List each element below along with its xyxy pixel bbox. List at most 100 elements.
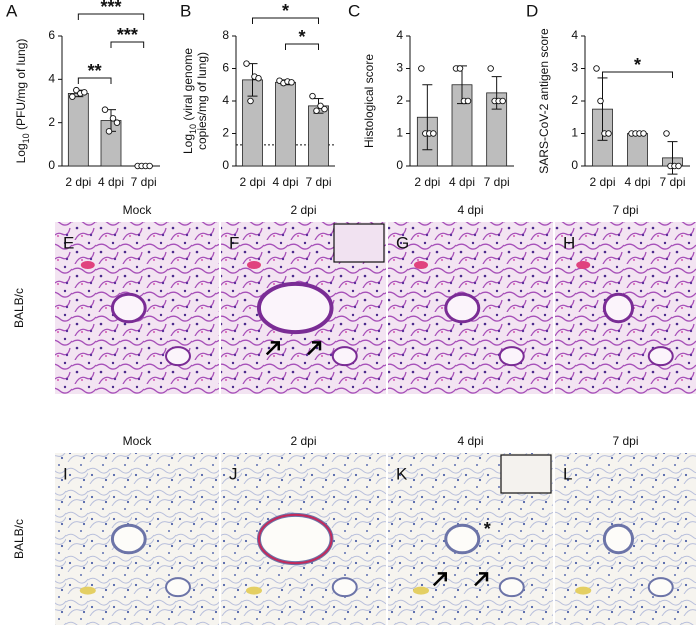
data-point [464,97,472,105]
data-point [313,107,320,114]
significance-bracket [110,41,145,48]
bar [275,81,296,167]
y-axis-label-part: SARS-CoV-2 antigen score [537,28,551,174]
pigment [246,586,262,595]
data-point [146,162,153,170]
data-point [113,119,121,126]
panel-label: A [6,1,18,20]
column-title: 2 dpi [290,434,316,448]
vessel [498,577,525,598]
x-tick-label: 2 dpi [65,175,91,189]
data-point [675,162,682,170]
column-title: 7 dpi [612,203,638,217]
y-axis-label: SARS-CoV-2 antigen score [537,28,551,174]
bar [308,105,329,167]
y-axis-label-part: (PFU/mg of lung) [14,39,28,134]
blood [80,261,95,269]
y-tick-label: 4 [48,72,55,86]
y-tick-label: 0 [571,158,578,172]
y-axis-label: Log10 (PFU/mg of lung) [14,39,31,164]
y-tick-label: 0 [396,158,403,172]
inset [500,454,552,494]
data-point [105,128,113,135]
vessel [444,523,481,555]
y-axis-label: Histological score [362,54,376,148]
data-point [456,65,464,72]
panel-label: J [229,464,238,483]
y-tick-label: 1 [571,126,578,140]
y-tick-label: 4 [571,28,578,42]
vessel [165,346,191,367]
panel-label: G [396,233,409,252]
y-tick-label: 2 [396,93,403,107]
data-point [309,92,316,100]
data-point [81,89,88,96]
y-tick-label: 4 [396,28,403,42]
y-axis-label-part: (viral genome [181,48,195,124]
data-point [605,130,612,137]
x-tick-label: 2 dpi [414,175,440,189]
panel-label: C [348,1,360,20]
x-tick-label: 2 dpi [239,175,265,189]
x-tick-label: 7 dpi [131,175,157,189]
panel-label: H [563,233,575,252]
data-point [418,65,425,72]
significance-label: * [282,1,289,21]
panel-label: E [63,233,74,252]
data-point [487,65,494,72]
y-tick-label: 2 [222,126,229,140]
antigen-stain [257,513,333,565]
data-point [321,105,328,113]
column-title: 4 dpi [457,203,483,217]
y-axis-label-part: Log [181,134,195,154]
column-title: Mock [123,203,153,217]
x-tick-label: 2 dpi [589,175,615,189]
y-tick-label: 1 [396,126,403,140]
significance-bracket [77,13,145,20]
y-tick-label: 3 [571,61,578,75]
arrow [474,572,489,587]
data-point [288,79,295,86]
panel-label: K [396,464,408,483]
panel-label: L [563,464,572,483]
y-tick-label: 0 [48,158,55,172]
significance-bracket [602,71,673,78]
vessel [498,346,525,367]
y-tick-label: 4 [222,93,229,107]
vessel [110,292,147,324]
y-tick-label: 3 [396,61,403,75]
vessel [602,292,635,324]
significance-label: ** [88,61,102,81]
significance-label: * [634,55,641,75]
panel-label: D [526,1,538,20]
y-tick-label: 2 [571,93,578,107]
bar [627,133,648,167]
arrow [307,341,322,356]
error-bar [422,84,433,151]
vessel [331,577,358,598]
significance-bracket [77,77,112,84]
y-tick-label: 6 [222,61,229,75]
arrow [265,341,280,356]
data-point [255,74,262,82]
vessel [165,577,191,598]
row-label: BALB/c [12,288,26,328]
pigment [79,586,96,595]
column-title: 4 dpi [457,434,483,448]
pigment [413,586,429,595]
significance-bracket [252,17,319,24]
y-axis-label: copies/mg of lung) [195,52,209,150]
vessel [602,523,635,555]
blood [247,261,261,269]
blood [576,261,591,269]
significance-label: * [298,27,305,47]
data-point [247,97,254,105]
panel-label: I [63,464,68,483]
arrow [432,572,447,587]
x-tick-label: 4 dpi [449,175,475,189]
column-title: 2 dpi [290,203,316,217]
data-point [101,106,109,113]
data-point [640,130,647,137]
data-point [69,93,76,100]
